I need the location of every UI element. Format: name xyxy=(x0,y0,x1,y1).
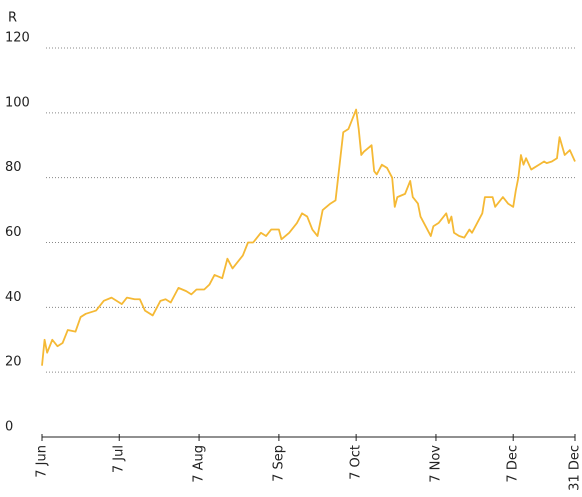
y-tick-label: 0 xyxy=(5,420,13,435)
y-tick-label: 40 xyxy=(5,290,22,305)
x-tick-label: 7 Sep xyxy=(271,445,286,482)
y-tick-label: 20 xyxy=(5,355,22,370)
y-tick-label: 80 xyxy=(5,160,22,175)
y-tick-label: 100 xyxy=(5,95,30,110)
x-tick-label: 7 Dec xyxy=(506,445,521,483)
x-tick-label: 7 Jul xyxy=(112,445,127,473)
y-tick-label: 120 xyxy=(5,31,30,46)
x-tick-label: 7 Oct xyxy=(349,445,364,480)
x-tick-label: 7 Jun xyxy=(35,445,50,478)
line-series xyxy=(41,108,576,366)
x-tick-label: 31 Dec xyxy=(568,445,582,491)
y-tick-label: 60 xyxy=(5,225,22,240)
y-axis-label: R xyxy=(8,11,17,26)
x-tick-label: 7 Nov xyxy=(428,445,443,483)
x-tick-label: 7 Aug xyxy=(192,445,207,483)
